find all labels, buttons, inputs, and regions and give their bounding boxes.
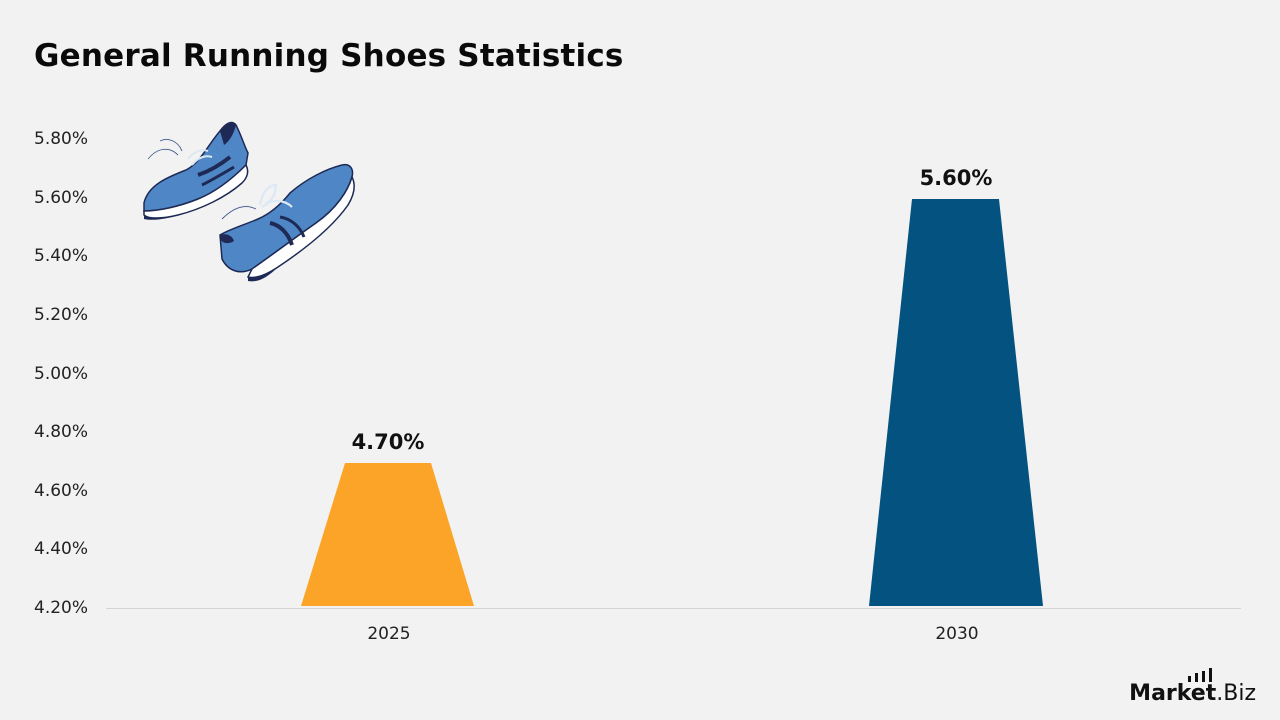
bar-value-label-2030: 5.60% xyxy=(919,166,993,190)
y-tick: 4.40% xyxy=(34,539,89,559)
x-axis-line xyxy=(106,608,1241,609)
y-tick: 4.60% xyxy=(34,481,89,501)
y-tick: 5.40% xyxy=(34,246,89,266)
bar-chart-logo-icon xyxy=(1188,668,1212,682)
y-tick: 4.20% xyxy=(34,598,89,618)
brand-logo: Market .Biz xyxy=(1129,681,1256,706)
y-tick: 5.00% xyxy=(34,364,89,384)
brand-name-part2: .Biz xyxy=(1216,681,1256,706)
y-tick: 5.60% xyxy=(34,188,89,208)
x-tick: 2030 xyxy=(935,624,979,644)
brand-name-part1: Market xyxy=(1129,681,1217,706)
running-shoes-icon xyxy=(143,121,355,282)
bar-2025 xyxy=(301,463,474,606)
y-tick: 5.80% xyxy=(34,129,89,149)
bar-value-label-2025: 4.70% xyxy=(351,430,425,454)
chart-title: General Running Shoes Statistics xyxy=(34,38,624,74)
bar-2030 xyxy=(869,199,1043,606)
y-tick: 5.20% xyxy=(34,305,89,325)
x-tick: 2025 xyxy=(367,624,411,644)
y-tick: 4.80% xyxy=(34,422,89,442)
